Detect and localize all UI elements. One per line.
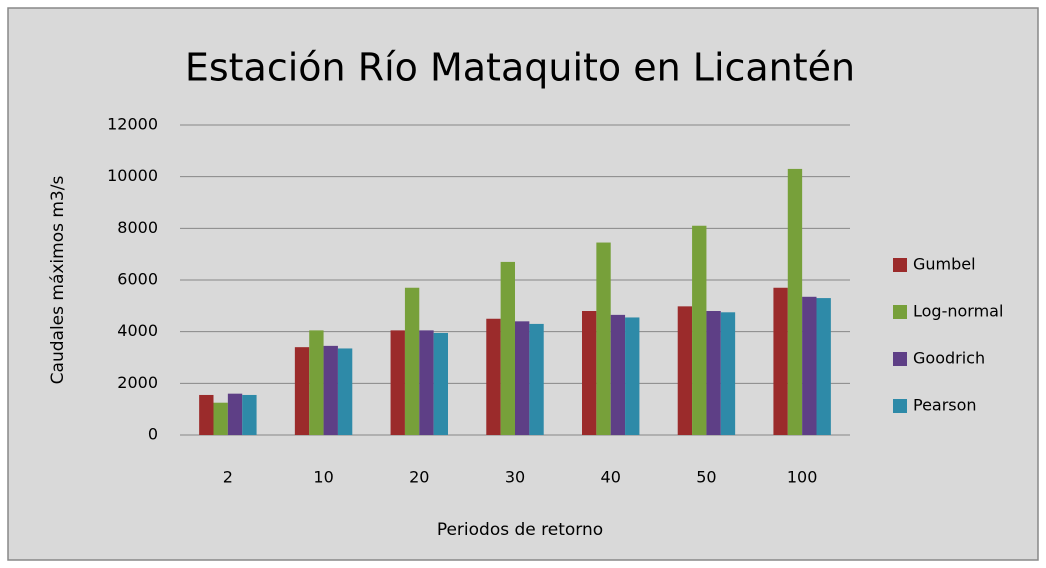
bar <box>294 347 310 435</box>
bar <box>816 298 831 435</box>
bar <box>625 317 640 435</box>
bar <box>677 306 693 435</box>
bar <box>486 318 501 435</box>
x-tick-label: 10 <box>313 468 333 487</box>
bar <box>720 312 736 435</box>
legend-swatch <box>893 352 907 366</box>
bar <box>404 287 420 435</box>
x-tick-label: 2 <box>223 468 233 487</box>
y-tick-label: 2000 <box>117 373 158 392</box>
bar <box>610 314 626 435</box>
legend-label: Goodrich <box>913 349 985 368</box>
x-axis-label: Periodos de retorno <box>437 520 603 540</box>
legend-label: Pearson <box>913 396 977 415</box>
y-tick-label: 10000 <box>107 166 158 185</box>
y-tick-label: 8000 <box>117 218 158 237</box>
y-tick-label: 6000 <box>117 270 158 289</box>
bar <box>419 330 434 435</box>
bar <box>433 332 448 435</box>
y-axis-label: Caudales máximos m3/s <box>48 176 68 385</box>
x-tick-label: 50 <box>696 468 716 487</box>
x-tick-label: 100 <box>787 468 818 487</box>
y-tick-label: 4000 <box>117 321 158 340</box>
bar <box>199 394 214 435</box>
bar <box>582 311 597 435</box>
bar <box>706 311 721 435</box>
x-tick-label: 40 <box>601 468 621 487</box>
bar <box>515 321 530 435</box>
chart-background <box>7 7 1039 561</box>
y-tick-label: 0 <box>148 425 158 444</box>
legend-swatch <box>893 305 907 319</box>
y-tick-label: 12000 <box>107 115 158 134</box>
bar <box>500 261 515 435</box>
x-tick-label: 30 <box>505 468 525 487</box>
bar <box>529 323 544 435</box>
bar <box>323 345 338 435</box>
legend-swatch <box>893 258 907 272</box>
x-tick-label: 20 <box>409 468 429 487</box>
bar <box>309 330 324 435</box>
bar <box>227 393 243 435</box>
bar <box>213 402 228 435</box>
bar <box>802 296 817 435</box>
bar <box>787 168 803 435</box>
bar <box>692 225 707 435</box>
bar <box>390 330 405 435</box>
bar <box>242 394 257 435</box>
legend-label: Gumbel <box>913 255 976 274</box>
bar <box>773 287 788 435</box>
bar <box>337 348 353 435</box>
legend-swatch <box>893 399 907 413</box>
bar <box>596 242 611 435</box>
chart-title: Estación Río Mataquito en Licantén <box>185 46 855 90</box>
legend-label: Log-normal <box>913 302 1003 321</box>
